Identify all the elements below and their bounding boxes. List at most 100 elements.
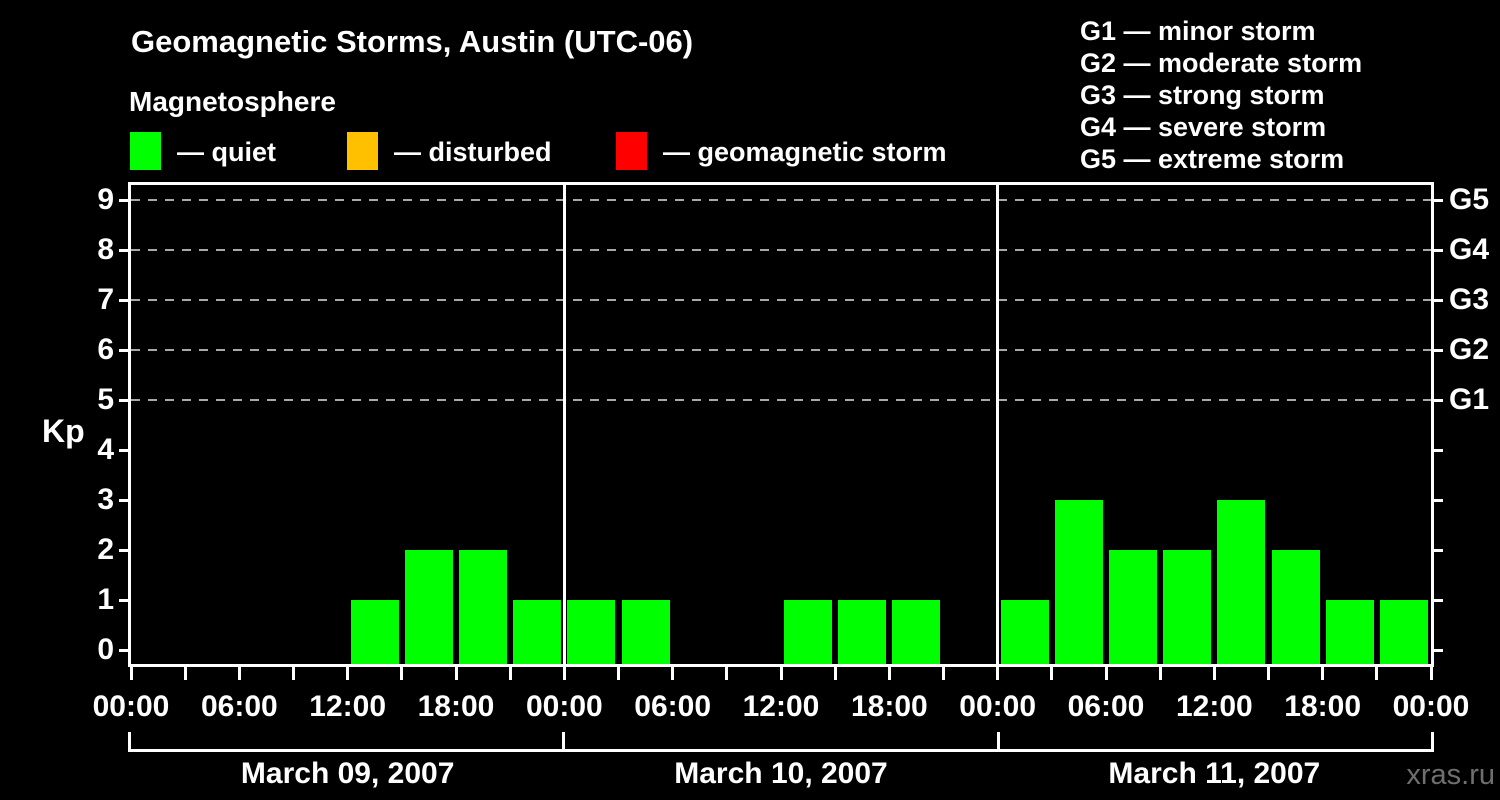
g-level-label: G5 bbox=[1449, 183, 1490, 216]
y-tick-right bbox=[1431, 398, 1443, 402]
y-tick bbox=[119, 298, 131, 302]
kp-bar bbox=[1325, 600, 1374, 664]
date-bracket-tick bbox=[996, 732, 1000, 752]
y-tick bbox=[119, 448, 131, 452]
kp-bar bbox=[404, 550, 453, 664]
x-tick bbox=[1050, 667, 1054, 680]
date-label: March 11, 2007 bbox=[1108, 757, 1321, 790]
x-time-label: 00:00 bbox=[959, 690, 1037, 723]
kp-bar bbox=[350, 600, 399, 664]
x-time-label: 12:00 bbox=[309, 690, 387, 723]
x-time-label: 12:00 bbox=[742, 690, 820, 723]
kp-bar bbox=[459, 550, 508, 664]
x-tick bbox=[1212, 667, 1216, 680]
y-tick bbox=[119, 498, 131, 502]
watermark: xras.ru bbox=[1406, 759, 1495, 791]
date-bracket-tick bbox=[128, 732, 131, 752]
x-time-label: 00:00 bbox=[1392, 690, 1470, 723]
plot-area bbox=[128, 182, 1434, 667]
x-tick bbox=[779, 667, 783, 680]
g-scale-line: G4 — severe storm bbox=[1080, 112, 1327, 142]
gridline-kp7 bbox=[131, 299, 1431, 301]
y-tick-label: 8 bbox=[97, 233, 114, 266]
x-tick bbox=[996, 667, 1000, 680]
legend-swatch-disturbed bbox=[347, 132, 378, 170]
x-tick bbox=[725, 667, 729, 680]
kp-bar bbox=[1379, 600, 1428, 664]
x-tick bbox=[1158, 667, 1162, 680]
g-scale-line: G3 — strong storm bbox=[1080, 80, 1325, 110]
x-time-label: 00:00 bbox=[92, 690, 170, 723]
x-time-label: 06:00 bbox=[1067, 690, 1145, 723]
y-tick bbox=[119, 198, 131, 202]
y-tick-label: 1 bbox=[97, 583, 114, 616]
x-time-label: 18:00 bbox=[1284, 690, 1362, 723]
x-time-label: 18:00 bbox=[850, 690, 928, 723]
date-label: March 10, 2007 bbox=[674, 757, 888, 790]
page-title: Geomagnetic Storms, Austin (UTC-06) bbox=[131, 24, 694, 59]
x-tick bbox=[1375, 667, 1379, 680]
x-tick bbox=[1104, 667, 1108, 680]
date-bracket-tick bbox=[562, 732, 566, 752]
y-tick bbox=[119, 548, 131, 552]
x-tick bbox=[454, 667, 458, 680]
kp-bar bbox=[1271, 550, 1320, 664]
kp-bar bbox=[1163, 550, 1212, 664]
x-tick bbox=[1429, 667, 1433, 680]
chart-subtitle: Magnetosphere bbox=[129, 86, 336, 117]
g-level-label: G1 bbox=[1449, 383, 1490, 416]
y-tick bbox=[119, 348, 131, 352]
legend-label-geomagnetic-storm: — geomagnetic storm bbox=[663, 137, 947, 167]
kp-bar bbox=[1217, 500, 1266, 664]
y-axis-title: Kp bbox=[42, 413, 85, 449]
kp-bar bbox=[892, 600, 941, 664]
x-tick bbox=[129, 667, 133, 680]
x-tick bbox=[671, 667, 675, 680]
x-time-label: 06:00 bbox=[634, 690, 712, 723]
y-tick-label: 3 bbox=[97, 483, 114, 516]
y-tick-label: 0 bbox=[97, 633, 114, 666]
kp-bar bbox=[621, 600, 670, 664]
y-tick-right bbox=[1431, 548, 1443, 552]
gridline-kp9 bbox=[131, 199, 1431, 201]
x-tick bbox=[562, 667, 566, 680]
legend-label-disturbed: — disturbed bbox=[394, 137, 552, 167]
date-label: March 09, 2007 bbox=[240, 757, 455, 790]
y-tick-right bbox=[1431, 448, 1443, 452]
y-tick-right bbox=[1431, 298, 1443, 302]
y-tick bbox=[119, 248, 131, 252]
legend-swatch-geomagnetic-storm bbox=[616, 132, 647, 170]
y-tick-label: 6 bbox=[97, 333, 114, 366]
y-tick-right bbox=[1431, 648, 1443, 652]
x-tick bbox=[617, 667, 620, 680]
x-tick bbox=[237, 667, 241, 680]
y-tick-right bbox=[1431, 348, 1443, 352]
x-tick bbox=[942, 667, 945, 680]
day-divider bbox=[562, 185, 566, 664]
y-tick bbox=[119, 598, 131, 602]
day-divider bbox=[996, 185, 1000, 664]
kp-bar bbox=[1054, 500, 1103, 664]
x-tick bbox=[400, 667, 404, 680]
x-tick bbox=[833, 667, 837, 680]
x-tick bbox=[1267, 667, 1270, 680]
y-tick-right bbox=[1431, 198, 1443, 202]
g-level-label: G4 bbox=[1449, 233, 1490, 266]
x-time-label: 18:00 bbox=[417, 690, 495, 723]
g-scale-legend: G1 — minor storm G2 — moderate storm G3 — … bbox=[1080, 15, 1362, 175]
g-scale-line: G2 — moderate storm bbox=[1080, 48, 1363, 78]
gridline-kp8 bbox=[131, 249, 1431, 251]
date-bracket-tick bbox=[1431, 732, 1434, 752]
y-tick-label: 4 bbox=[97, 433, 114, 466]
x-time-label: 12:00 bbox=[1175, 690, 1253, 723]
y-tick-label: 7 bbox=[97, 283, 114, 316]
x-tick bbox=[887, 667, 891, 680]
kp-bar bbox=[1109, 550, 1158, 664]
kp-bar bbox=[1000, 600, 1049, 664]
gridline-kp6 bbox=[131, 349, 1431, 351]
y-tick-label: 2 bbox=[97, 533, 114, 566]
g-scale-line: G1 — minor storm bbox=[1080, 16, 1316, 46]
y-tick-right bbox=[1431, 598, 1443, 602]
x-tick bbox=[508, 667, 512, 680]
